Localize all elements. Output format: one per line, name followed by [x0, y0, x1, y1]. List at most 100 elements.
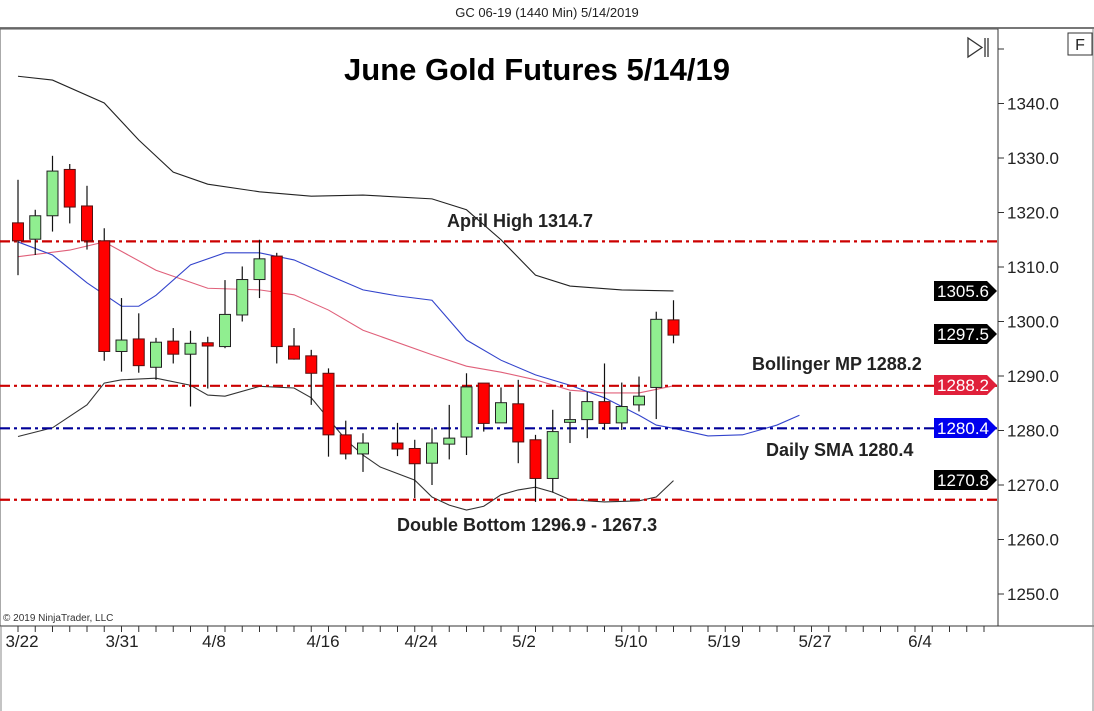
price-axis[interactable]: 1340.0 1330.0 1320.0 1310.0 1300.0 1290.0 1280… [998, 48, 1059, 604]
candle-body-up [495, 402, 507, 424]
candle-body-down [132, 338, 145, 367]
candle-body-up [650, 318, 663, 388]
y-tick-label: 1320.0 [1007, 204, 1059, 223]
candle-body-down [288, 345, 300, 360]
price-tag: 1288.2 [934, 375, 997, 395]
price-tag-shape [934, 470, 997, 490]
candle [288, 328, 300, 360]
candle [201, 336, 214, 389]
level-lines [0, 240, 998, 501]
x-tick-label: 4/24 [404, 632, 437, 651]
y-tick-label: 1300.0 [1007, 313, 1059, 332]
candle-body-up [253, 258, 266, 281]
candle [460, 373, 473, 456]
candle [443, 404, 456, 460]
price-tag: 1297.5 [934, 324, 997, 344]
level-annotation: April High 1314.7 [447, 211, 593, 231]
candle-body-down [391, 442, 404, 450]
price-tag-label: 1297.5 [937, 325, 989, 344]
candle-body-down [339, 434, 352, 455]
candle-body-up [115, 339, 128, 352]
price-tag-shape [934, 418, 997, 438]
candle-body-up [564, 419, 576, 423]
price-tag: 1280.4 [934, 418, 997, 438]
y-tick-label: 1310.0 [1007, 258, 1059, 277]
candle-body-up [219, 313, 231, 348]
candle-body-down [512, 403, 525, 443]
candle-body-up [460, 386, 473, 438]
x-tick-label: 5/27 [798, 632, 831, 651]
candle-body-down [529, 439, 542, 479]
candle-body-down [598, 401, 611, 424]
f-button[interactable]: F [1067, 32, 1093, 56]
candle [322, 368, 335, 457]
candles [12, 155, 680, 502]
candle [546, 409, 559, 493]
candle [512, 379, 525, 464]
price-tags: 1305.6 1297.5 1288.2 1280.4 1270.8 [934, 281, 997, 490]
candle-body-down [322, 372, 335, 436]
candle [650, 311, 663, 420]
plot-border [0, 28, 999, 627]
level-annotation: Bollinger MP 1288.2 [752, 354, 922, 374]
candle [477, 382, 490, 432]
candle-body-down [98, 240, 111, 352]
level-annotation: Double Bottom 1296.9 - 1267.3 [397, 515, 657, 535]
candle [29, 209, 42, 256]
x-tick-label: 5/2 [512, 632, 536, 651]
candle [150, 337, 162, 380]
x-tick-label: 4/16 [306, 632, 339, 651]
candle [115, 298, 128, 372]
f-button-label: F [1075, 37, 1085, 54]
candle [564, 391, 576, 444]
sma-line [17, 241, 800, 437]
candle-body-up [546, 431, 559, 479]
candle [63, 163, 76, 224]
x-tick-label: 5/10 [614, 632, 647, 651]
candle-body-down [667, 319, 680, 336]
time-axis[interactable]: 3/22 3/31 4/8 4/16 4/24 5/2 5/10 5/19 5/27 6/4 [5, 626, 985, 651]
y-tick-label: 1330.0 [1007, 149, 1059, 168]
candle-body-up [150, 341, 162, 368]
price-tag: 1270.8 [934, 470, 997, 490]
candle [615, 382, 628, 430]
copyright: © 2019 NinjaTrader, LLC [3, 613, 113, 624]
price-tag-label: 1270.8 [937, 471, 989, 490]
candle-body-up [236, 279, 249, 316]
candle-body-down [167, 340, 180, 355]
x-tick-label: 3/31 [105, 632, 138, 651]
candle [12, 179, 24, 276]
x-tick-label: 5/19 [707, 632, 740, 651]
candle [132, 313, 145, 373]
lower-band-line [17, 377, 674, 511]
candle [357, 433, 369, 472]
candle-body-down [201, 342, 214, 347]
x-tick-label: 6/4 [908, 632, 932, 651]
middle-band-line [17, 241, 674, 394]
x-tick-label: 4/8 [202, 632, 226, 651]
window-title: GC 06-19 (1440 Min) 5/14/2019 [455, 5, 639, 20]
candle-body-down [305, 355, 318, 374]
candle [305, 349, 318, 405]
candle [236, 266, 249, 322]
candle [184, 330, 197, 407]
indicator-lines [17, 75, 800, 511]
candle [253, 239, 266, 299]
candle [667, 300, 680, 344]
price-tag-shape [934, 281, 997, 301]
candle-body-up [426, 442, 438, 464]
price-tag-label: 1280.4 [937, 419, 989, 438]
candle-body-down [81, 205, 93, 242]
price-tag-label: 1288.2 [937, 376, 989, 395]
y-tick-label: 1280.0 [1007, 422, 1059, 441]
candle [81, 185, 93, 250]
candle [426, 428, 438, 485]
candle [46, 155, 59, 232]
candle [98, 228, 111, 361]
y-tick-label: 1270.0 [1007, 476, 1059, 495]
play-to-end-icon[interactable] [967, 36, 989, 59]
y-tick-label: 1260.0 [1007, 531, 1059, 550]
candle-body-down [408, 447, 421, 465]
y-tick-label: 1340.0 [1007, 95, 1059, 114]
